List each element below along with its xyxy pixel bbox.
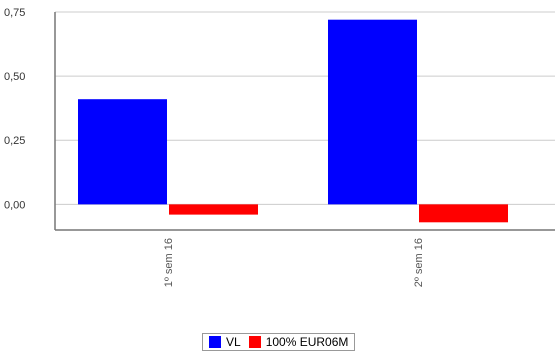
y-tick-label: 0,50 bbox=[4, 71, 25, 83]
bars bbox=[78, 19, 508, 223]
legend: VL 100% EUR06M bbox=[202, 333, 356, 351]
x-axis-category-labels: 1º sem 16 2º sem 16 bbox=[163, 238, 425, 287]
legend-swatch bbox=[209, 336, 221, 348]
legend-label: VL bbox=[226, 335, 241, 349]
y-tick-label: 0,25 bbox=[4, 135, 25, 147]
axes bbox=[54, 12, 555, 231]
bar-vl-2 bbox=[328, 19, 417, 205]
y-tick-label: 0,75 bbox=[4, 7, 25, 19]
legend-swatch bbox=[248, 336, 261, 348]
bar-vl-1 bbox=[78, 99, 167, 205]
legend-item-series-0: VL bbox=[209, 335, 241, 349]
legend-item-series-1: 100% EUR06M bbox=[248, 335, 349, 349]
x-category-label: 1º sem 16 bbox=[163, 238, 175, 287]
bar-100-eur06m-2 bbox=[419, 204, 508, 223]
legend-label: 100% EUR06M bbox=[265, 335, 349, 349]
x-category-label: 2º sem 16 bbox=[413, 238, 425, 287]
y-axis-tick-labels: 0,75 0,50 0,25 0,00 bbox=[4, 7, 25, 211]
bar-100-eur06m-1 bbox=[169, 204, 258, 215]
y-tick-label: 0,00 bbox=[4, 199, 25, 211]
